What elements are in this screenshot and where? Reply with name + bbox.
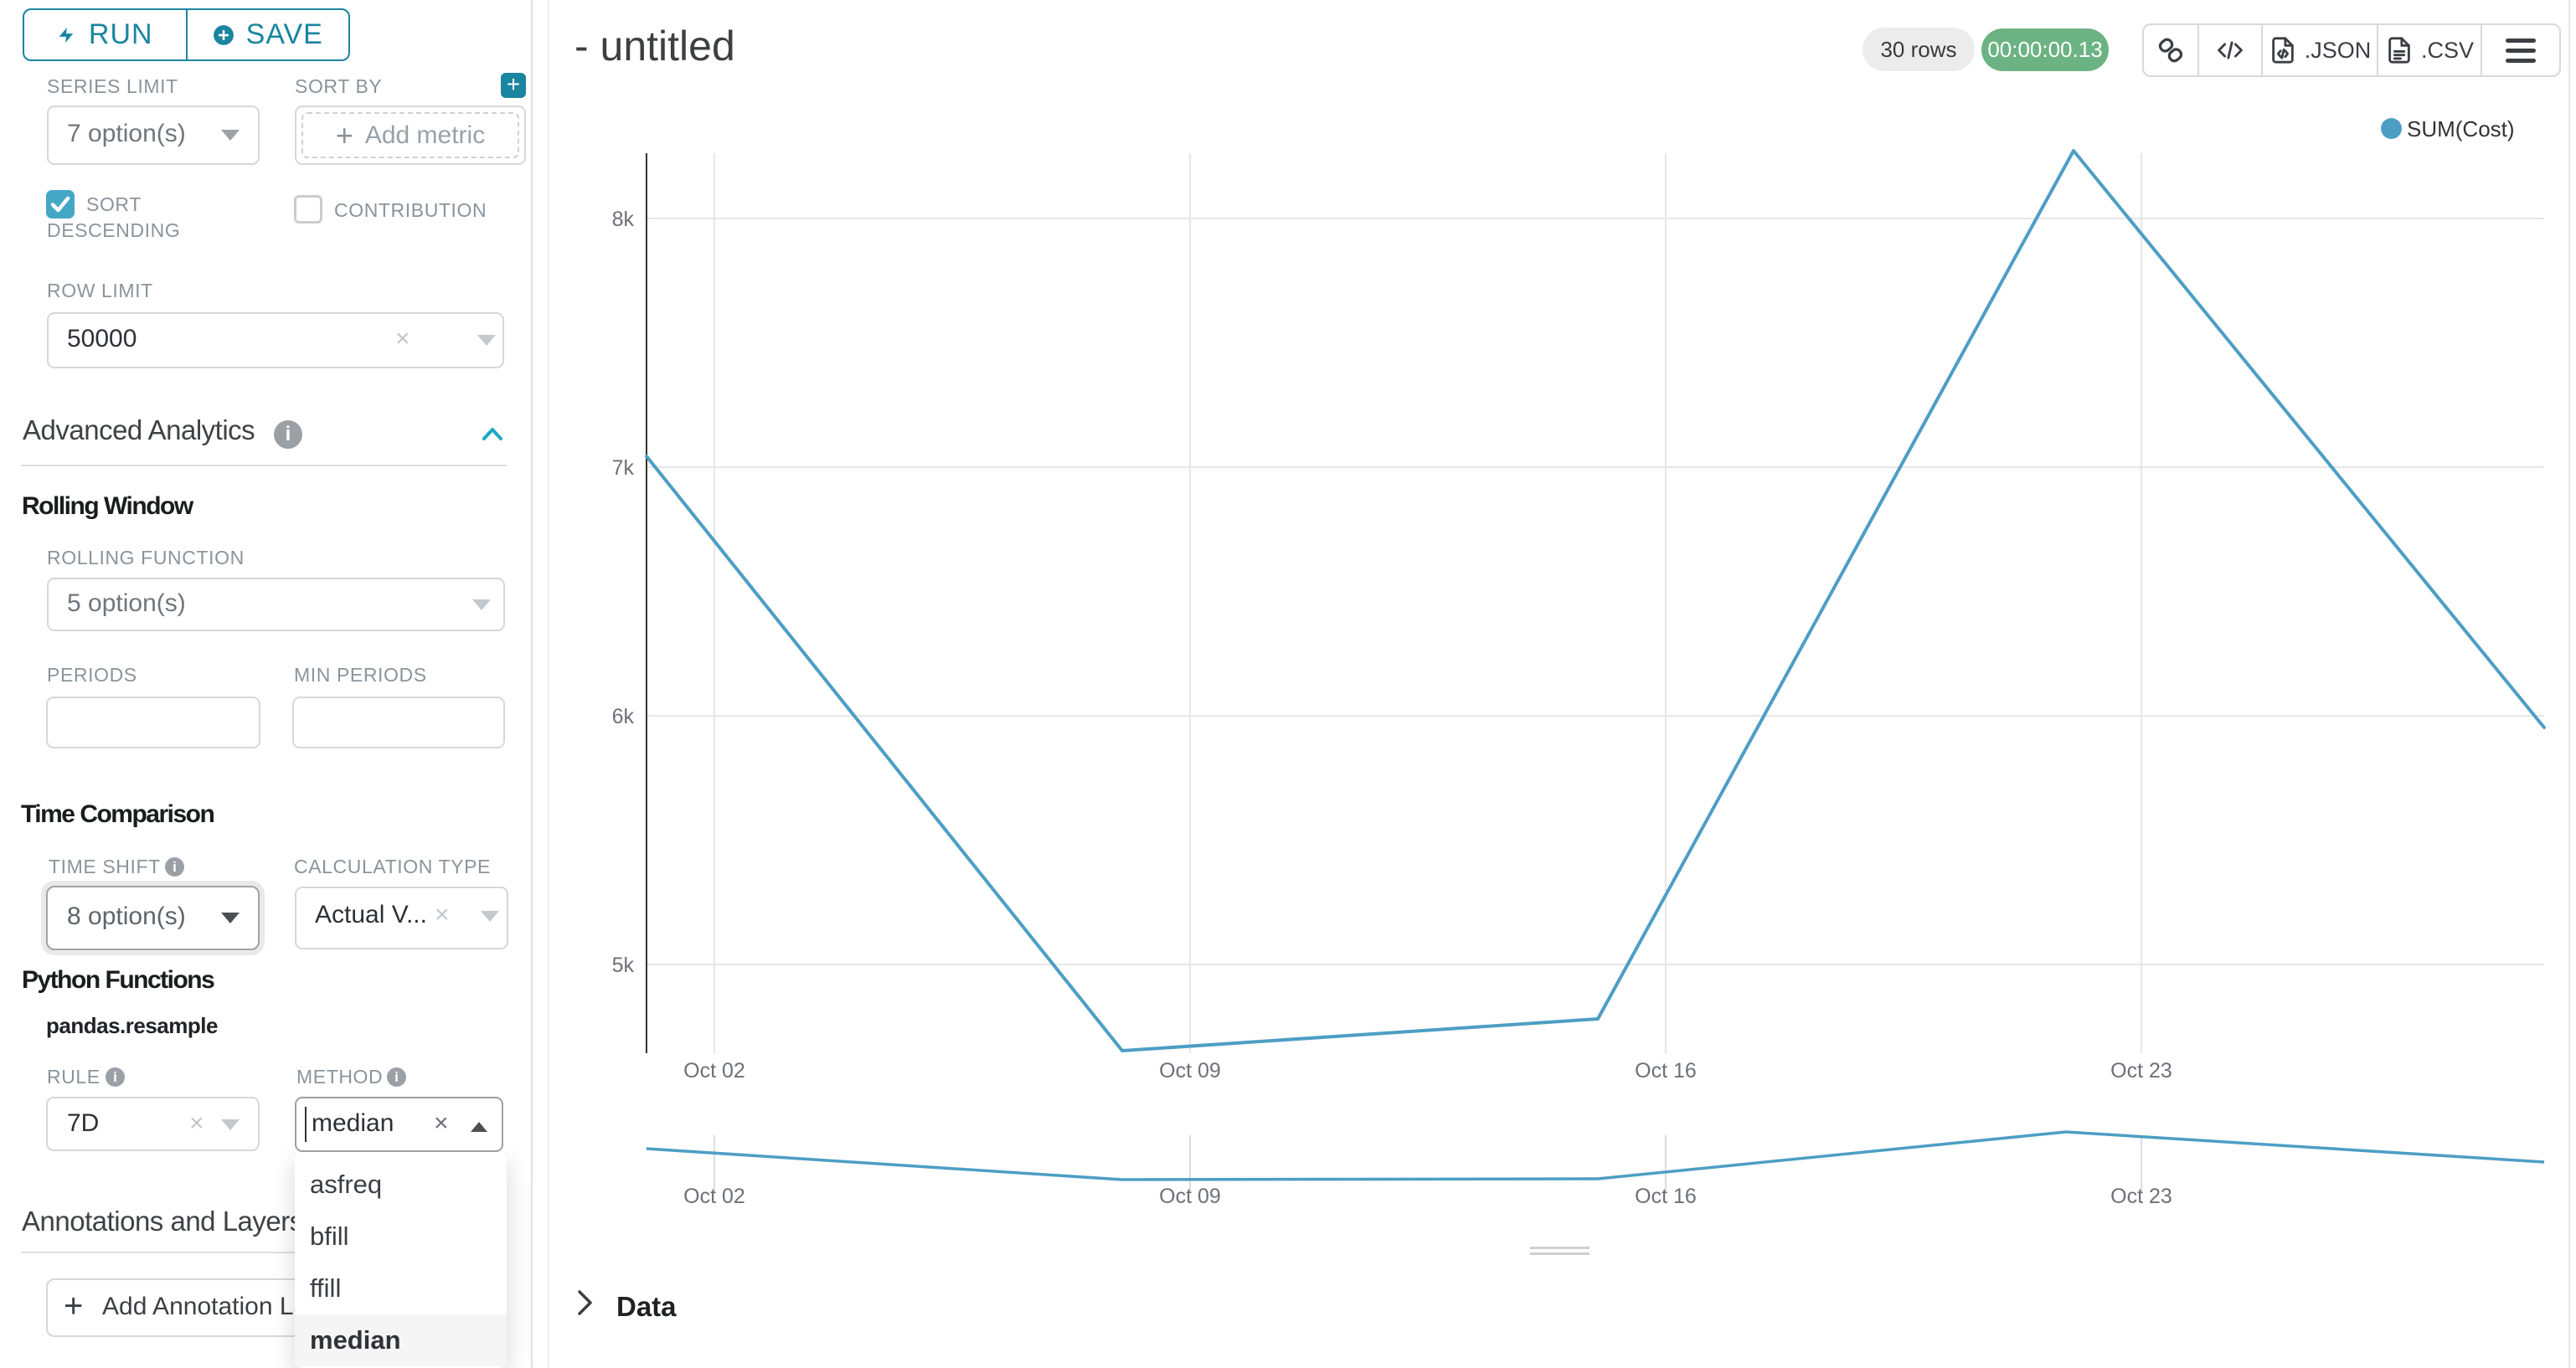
svg-text:Oct 16: Oct 16 — [1635, 1059, 1697, 1083]
svg-text:5k: 5k — [612, 954, 635, 977]
svg-text:Oct 02: Oct 02 — [683, 1059, 745, 1083]
svg-text:6k: 6k — [612, 705, 635, 728]
svg-text:7k: 7k — [612, 456, 635, 480]
svg-text:Oct 23: Oct 23 — [2110, 1185, 2172, 1208]
svg-text:Oct 02: Oct 02 — [683, 1185, 745, 1208]
svg-text:Oct 23: Oct 23 — [2110, 1059, 2172, 1083]
svg-text:8k: 8k — [612, 208, 635, 231]
svg-text:Oct 09: Oct 09 — [1159, 1185, 1221, 1208]
svg-text:Oct 09: Oct 09 — [1159, 1059, 1221, 1083]
svg-text:Oct 16: Oct 16 — [1635, 1185, 1697, 1208]
svg-text:Data: Data — [616, 1291, 677, 1322]
